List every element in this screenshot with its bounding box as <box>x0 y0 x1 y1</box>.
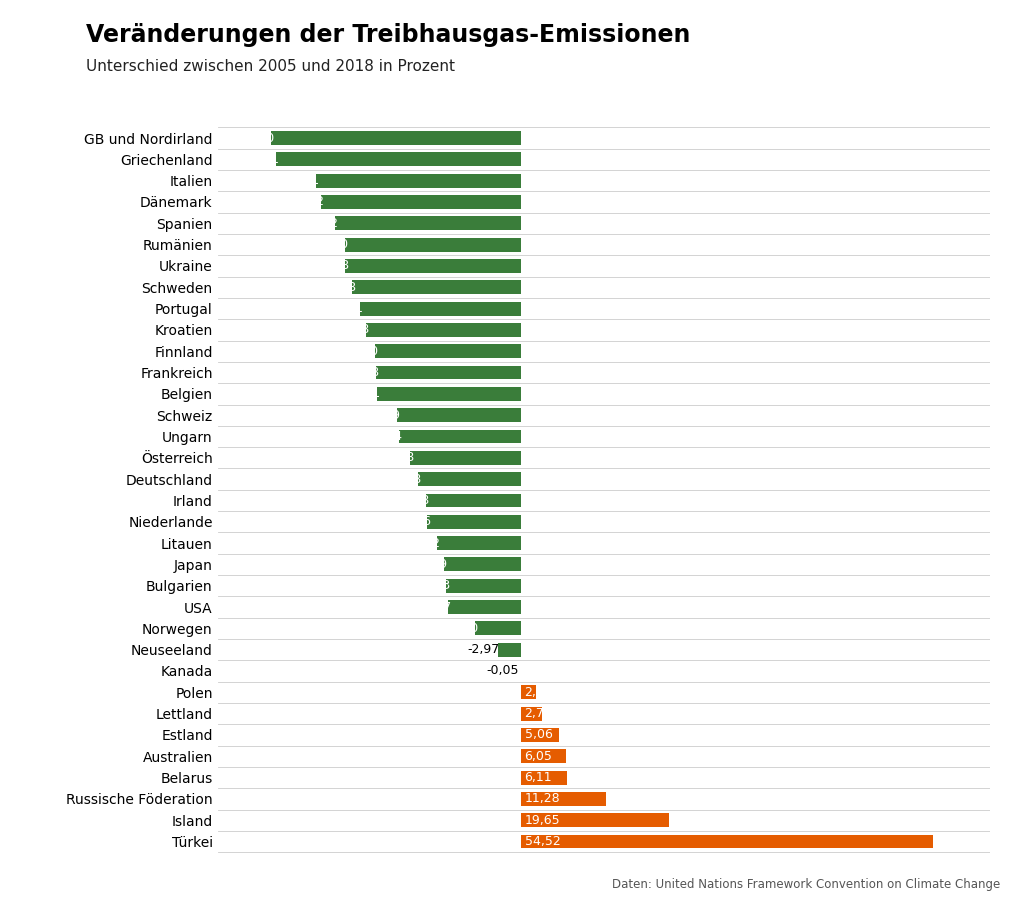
Text: -23,18: -23,18 <box>310 259 349 272</box>
Bar <box>397 408 521 422</box>
Text: 5,06: 5,06 <box>525 728 552 741</box>
Text: 19,65: 19,65 <box>525 814 560 826</box>
Bar <box>447 579 521 592</box>
Bar <box>521 771 567 785</box>
Bar <box>365 323 521 336</box>
Text: -33,00: -33,00 <box>234 132 275 144</box>
Bar <box>271 132 521 145</box>
Bar <box>352 280 521 294</box>
Bar <box>521 814 669 827</box>
Text: 6,05: 6,05 <box>525 750 552 763</box>
Text: -13,58: -13,58 <box>382 473 422 485</box>
Bar <box>276 152 521 166</box>
Bar <box>376 366 521 379</box>
Bar <box>321 195 521 209</box>
Bar <box>359 302 521 316</box>
Text: -2,97: -2,97 <box>468 643 499 656</box>
Bar <box>418 473 521 486</box>
Bar <box>521 834 933 848</box>
Bar <box>344 238 521 251</box>
Text: Daten: United Nations Framework Convention on Climate Change: Daten: United Nations Framework Conventi… <box>611 878 1000 891</box>
Text: -23,30: -23,30 <box>309 239 348 251</box>
Text: -27,11: -27,11 <box>279 174 320 187</box>
Text: -10,19: -10,19 <box>407 558 448 571</box>
Bar <box>316 174 521 188</box>
Bar <box>475 621 521 635</box>
Text: -12,36: -12,36 <box>391 515 431 528</box>
Bar <box>345 259 521 273</box>
Text: -16,39: -16,39 <box>360 409 401 422</box>
Text: -26,42: -26,42 <box>285 196 325 209</box>
Bar <box>521 792 606 805</box>
Text: -19,18: -19,18 <box>339 366 380 379</box>
Text: -0,05: -0,05 <box>486 665 519 678</box>
Bar <box>444 558 521 571</box>
Text: -19,30: -19,30 <box>338 345 379 357</box>
Bar <box>399 430 521 444</box>
Text: 6,11: 6,11 <box>525 771 552 784</box>
Text: Unterschied zwischen 2005 und 2018 in Prozent: Unterschied zwischen 2005 und 2018 in Pr… <box>86 59 456 74</box>
Bar <box>521 749 566 763</box>
Bar <box>425 493 521 507</box>
Text: -32,41: -32,41 <box>240 153 279 166</box>
Bar <box>498 643 521 657</box>
Text: -16,14: -16,14 <box>362 430 403 443</box>
Bar <box>375 345 521 358</box>
Bar <box>521 728 559 742</box>
Text: 54,52: 54,52 <box>525 835 560 848</box>
Text: -22,28: -22,28 <box>316 281 356 294</box>
Text: -9,67: -9,67 <box>419 600 452 613</box>
Bar <box>377 387 521 401</box>
Text: -11,12: -11,12 <box>401 537 441 550</box>
Text: -21,31: -21,31 <box>324 302 363 315</box>
Text: -14,58: -14,58 <box>374 452 414 464</box>
Bar <box>410 451 521 464</box>
Bar <box>427 515 521 529</box>
Text: 2,08: 2,08 <box>525 686 552 698</box>
Text: -19,01: -19,01 <box>341 387 381 400</box>
Text: 11,28: 11,28 <box>525 793 560 805</box>
Text: -9,83: -9,83 <box>418 580 451 592</box>
Text: -24,62: -24,62 <box>298 217 338 229</box>
Bar <box>448 600 521 614</box>
Text: -20,48: -20,48 <box>330 324 369 336</box>
Bar <box>335 217 521 230</box>
Bar <box>521 707 542 720</box>
Text: 2,76: 2,76 <box>525 707 552 720</box>
Text: -12,58: -12,58 <box>389 494 429 507</box>
Text: Veränderungen der Treibhausgas-Emissionen: Veränderungen der Treibhausgas-Emissione… <box>86 23 690 46</box>
Bar <box>521 686 537 699</box>
Bar <box>436 536 521 550</box>
Text: -6,10: -6,10 <box>447 622 478 635</box>
